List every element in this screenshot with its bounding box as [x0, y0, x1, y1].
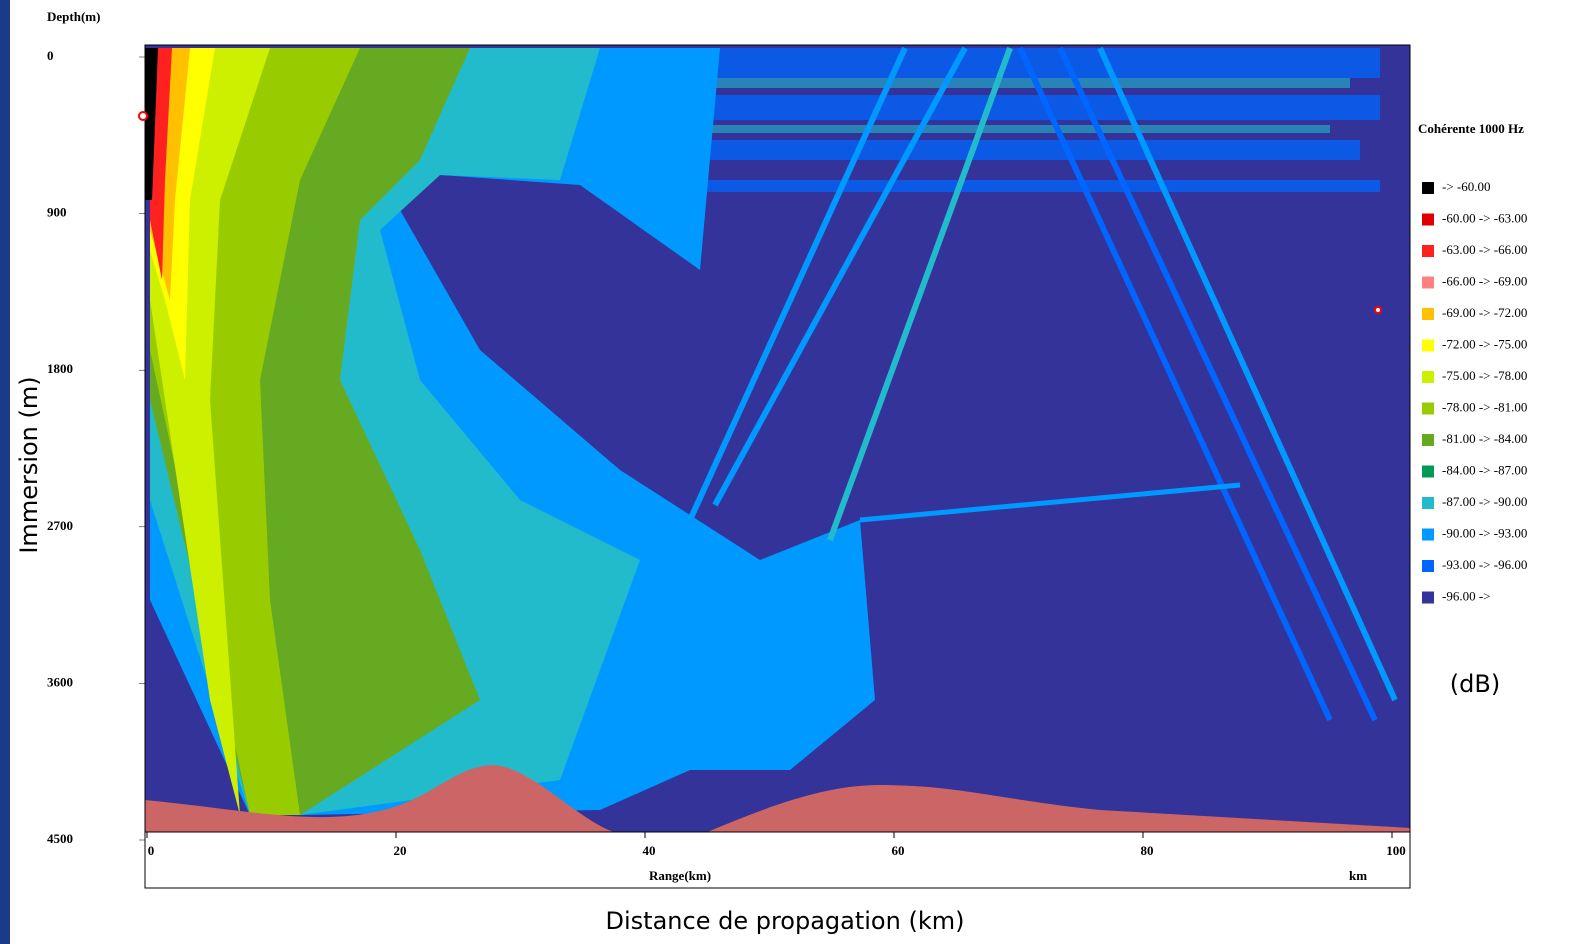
- legend-label: -> -60.00: [1442, 179, 1491, 194]
- legend-label: -63.00 -> -66.00: [1442, 242, 1527, 257]
- legend-swatch: [1422, 308, 1434, 320]
- legend-label: -75.00 -> -78.00: [1442, 368, 1527, 383]
- surface-noise: [400, 78, 1350, 133]
- outer-x-label: Distance de propagation (km): [606, 907, 965, 935]
- legend-swatch: [1422, 276, 1434, 289]
- legend-label: -60.00 -> -63.00: [1442, 210, 1527, 225]
- x-tick-label: 80: [1141, 843, 1154, 858]
- legend-label: -93.00 -> -96.00: [1442, 557, 1527, 572]
- y-tick-label: 4500: [47, 831, 73, 846]
- legend-swatch: [1422, 245, 1434, 257]
- seabed: [145, 765, 1410, 832]
- field: [145, 45, 1410, 832]
- x-tick-label: 0: [148, 843, 155, 858]
- y-tick-label: 3600: [47, 674, 73, 689]
- y-tick-label: 900: [47, 205, 67, 220]
- legend-swatch: [1422, 465, 1434, 478]
- legend-swatch: [1422, 182, 1434, 194]
- field-region: [145, 48, 158, 200]
- legend-swatch: [1422, 434, 1434, 446]
- range-frame: [144, 831, 1411, 889]
- x-unit: km: [1349, 868, 1367, 883]
- x-tick-label: 100: [1386, 843, 1406, 858]
- legend-label: -96.00 ->: [1442, 588, 1491, 603]
- receiver-marker: [1374, 306, 1382, 314]
- legend-title: Cohérente 1000 Hz: [1418, 121, 1524, 136]
- x-axis-label: Range(km): [649, 868, 711, 883]
- y-tick-label: 0: [47, 48, 54, 63]
- legend-label: -66.00 -> -69.00: [1442, 273, 1527, 288]
- legend-label: -84.00 -> -87.00: [1442, 462, 1527, 477]
- legend-label: -90.00 -> -93.00: [1442, 525, 1527, 540]
- y-tick-label: 2700: [47, 518, 73, 533]
- x-tick-label: 20: [394, 843, 407, 858]
- slide-edge: [0, 0, 10, 944]
- legend-label: -81.00 -> -84.00: [1442, 431, 1527, 446]
- x-tick-label: 60: [892, 843, 905, 858]
- legend-label: -78.00 -> -81.00: [1442, 399, 1527, 414]
- legend-unit: (dB): [1450, 670, 1500, 698]
- legend-swatch: [1422, 591, 1434, 604]
- legend-label: -72.00 -> -75.00: [1442, 336, 1527, 351]
- y-axis-label: Depth(m): [47, 9, 100, 24]
- legend-label: -87.00 -> -90.00: [1442, 494, 1527, 509]
- ray-paths: [687, 46, 1398, 722]
- x-tick-label: 40: [643, 843, 656, 858]
- legend-swatch: [1422, 339, 1434, 352]
- source-marker: [138, 111, 148, 121]
- legend-label: -69.00 -> -72.00: [1442, 305, 1527, 320]
- legend-swatch: [1422, 402, 1434, 415]
- legend-swatch: [1422, 560, 1434, 572]
- legend-swatch: [1422, 528, 1434, 541]
- legend-swatch: [1422, 371, 1434, 383]
- legend-swatch: [1422, 497, 1434, 509]
- legend-swatch: [1422, 213, 1434, 226]
- y-tick-label: 1800: [47, 361, 73, 376]
- outer-y-label: Immersion (m): [15, 376, 43, 553]
